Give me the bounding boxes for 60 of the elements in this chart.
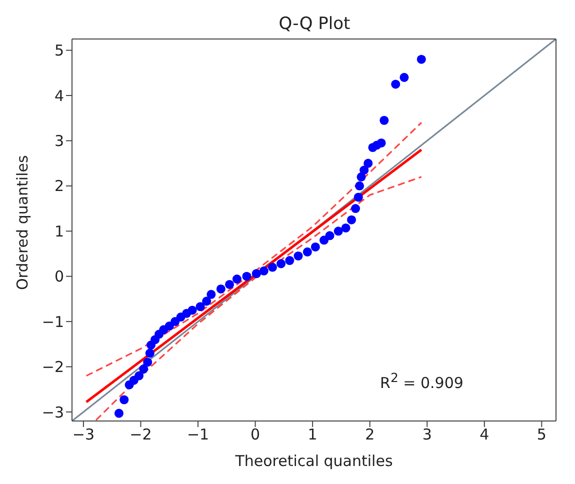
y-tick-label: −2 (42, 358, 64, 376)
point (416, 54, 426, 64)
point (354, 192, 363, 202)
point (268, 262, 277, 272)
y-tick-label: −3 (42, 403, 64, 422)
point (341, 223, 350, 232)
point (294, 251, 303, 260)
y-tick-label: 0 (54, 268, 64, 286)
point (202, 296, 212, 306)
point (355, 181, 364, 190)
point (302, 247, 312, 256)
point (242, 272, 252, 281)
chart-title: Q-Q Plot (278, 14, 352, 34)
point (380, 116, 389, 125)
point (120, 395, 129, 404)
point (376, 138, 386, 148)
point (206, 290, 216, 299)
point (259, 266, 268, 276)
point (114, 408, 124, 418)
r-squared-note: R$^{2}$ = 0.909 (380, 370, 464, 392)
point (347, 215, 356, 224)
x-tick-label: −2 (130, 426, 152, 444)
x-tick-label: −3 (72, 426, 95, 444)
point (325, 231, 334, 240)
point (360, 166, 369, 175)
point (170, 317, 180, 326)
point (232, 274, 242, 284)
point (334, 226, 343, 236)
x-axis-title: Theoretical quantiles (234, 452, 393, 470)
point (351, 204, 360, 214)
point (276, 259, 286, 268)
y-tick-label: 1 (54, 222, 64, 240)
x-tick-label: 1 (308, 426, 318, 444)
point (196, 302, 205, 312)
y-axis-title: Ordered quantiles (13, 155, 32, 290)
point (252, 269, 261, 278)
x-tick-label: 4 (480, 426, 490, 444)
x-tick-label: 3 (422, 426, 432, 444)
x-tick-label: 0 (250, 426, 260, 444)
x-tick-label: 5 (536, 426, 546, 444)
point (225, 280, 234, 289)
x-tick-label: −1 (186, 426, 210, 444)
point (143, 358, 152, 367)
point (134, 371, 144, 380)
point (145, 348, 154, 358)
y-tick-label: −1 (42, 312, 64, 331)
point (400, 72, 409, 82)
y-tick-label: 3 (54, 132, 64, 150)
y-tick-label: 5 (54, 42, 64, 60)
point (391, 80, 400, 89)
point (139, 364, 148, 374)
point (364, 158, 373, 168)
y-tick-label: 4 (54, 86, 64, 105)
point (310, 242, 320, 252)
line-series (95, 176, 422, 421)
x-tick-label: 2 (365, 426, 375, 444)
y-tick-label: 2 (54, 177, 64, 196)
point (188, 306, 197, 315)
point (216, 284, 226, 294)
point (285, 256, 294, 266)
